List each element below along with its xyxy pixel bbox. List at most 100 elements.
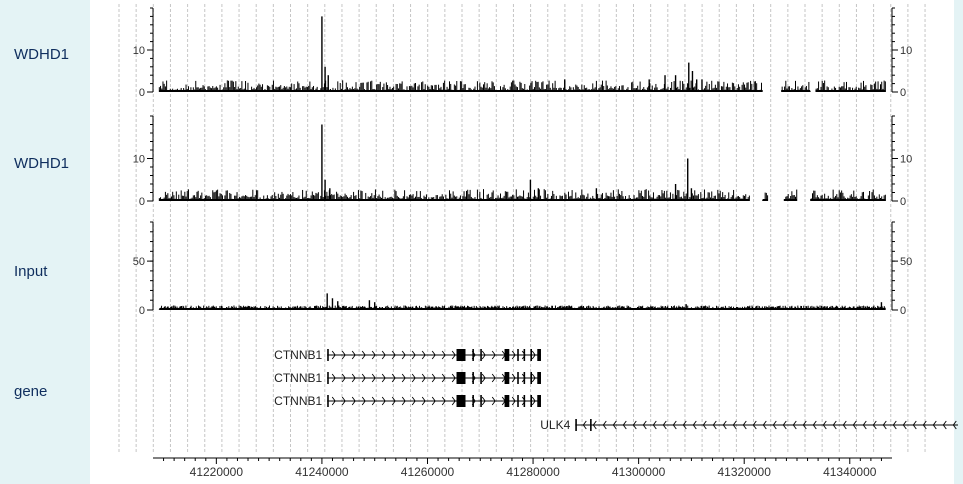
- strand-arrow: [692, 420, 697, 430]
- gene-name-label: CTNNB1: [274, 348, 322, 362]
- strand-arrow: [612, 420, 617, 430]
- strand-arrow: [491, 373, 496, 383]
- strand-arrow: [822, 420, 827, 430]
- strand-arrow: [752, 420, 757, 430]
- strand-arrow: [371, 350, 376, 360]
- strand-arrow: [351, 396, 356, 406]
- exon-block: [537, 349, 541, 361]
- strand-arrow: [762, 420, 767, 430]
- track-1: 0 0 10 10: [133, 115, 912, 208]
- exon-block: [517, 372, 519, 384]
- x-tick-label: 41220000: [190, 465, 244, 479]
- track-label-gene: gene: [14, 383, 48, 400]
- y-tick-label-left: 50: [133, 256, 145, 268]
- strand-arrow: [682, 420, 687, 430]
- track-2: 0 0 50 50: [133, 221, 912, 317]
- strand-arrow: [331, 396, 336, 406]
- exon-block: [327, 372, 329, 384]
- strand-arrow: [381, 373, 386, 383]
- strand-arrow: [912, 420, 917, 430]
- track-label-panel: WDHD1 WDHD1 Input gene: [0, 0, 90, 484]
- gene-model: CTNNB1: [274, 348, 541, 362]
- gene-track: CTNNB1 CTNNB1 CTNNB1 ULK4: [274, 348, 958, 432]
- exon-block: [504, 372, 510, 384]
- strand-arrow: [441, 396, 446, 406]
- strand-arrow: [371, 373, 376, 383]
- strand-arrow: [531, 373, 536, 383]
- strand-arrow: [451, 396, 456, 406]
- strand-arrow: [401, 350, 406, 360]
- strand-arrow: [511, 373, 516, 383]
- strand-arrow: [351, 373, 356, 383]
- y-tick-label-right: 0: [900, 196, 906, 208]
- strand-arrow: [491, 350, 496, 360]
- strand-arrow: [832, 420, 837, 430]
- exon-block: [456, 395, 466, 407]
- y-tick-label-left: 10: [133, 45, 145, 57]
- strand-arrow: [531, 350, 536, 360]
- x-tick-label: 41320000: [718, 465, 772, 479]
- exon-block: [504, 349, 510, 361]
- strand-arrow: [712, 420, 717, 430]
- strand-arrow: [862, 420, 867, 430]
- exon-block: [472, 395, 474, 407]
- strand-arrow: [421, 373, 426, 383]
- strand-arrow: [622, 420, 627, 430]
- exon-block: [456, 372, 466, 384]
- track-label-input: Input: [14, 263, 48, 280]
- exon-block: [456, 349, 466, 361]
- strand-arrow: [772, 420, 777, 430]
- strand-arrow: [952, 420, 957, 430]
- strand-arrow: [441, 373, 446, 383]
- track-0: 0 0 10 10: [133, 7, 912, 99]
- strand-arrow: [481, 373, 486, 383]
- strand-arrow: [632, 420, 637, 430]
- exon-block: [504, 395, 510, 407]
- exon-block: [480, 349, 482, 361]
- strand-arrow: [411, 350, 416, 360]
- strand-arrow: [381, 396, 386, 406]
- track-label-wdhd1-2: WDHD1: [14, 155, 69, 172]
- strand-arrow: [481, 350, 486, 360]
- grid-lines: [118, 4, 926, 452]
- exon-block: [530, 372, 533, 384]
- gene-model: ULK4: [540, 418, 958, 432]
- x-tick-label: 41260000: [401, 465, 455, 479]
- strand-arrow: [331, 350, 336, 360]
- y-tick-label-left: 10: [133, 154, 145, 166]
- strand-arrow: [401, 396, 406, 406]
- strand-arrow: [802, 420, 807, 430]
- x-tick-label: 41340000: [823, 465, 877, 479]
- strand-arrow: [742, 420, 747, 430]
- strand-arrow: [872, 420, 877, 430]
- x-tick-label: 41280000: [506, 465, 560, 479]
- exon-block: [523, 395, 526, 407]
- strand-arrow: [662, 420, 667, 430]
- strand-arrow: [411, 396, 416, 406]
- strand-arrow: [391, 373, 396, 383]
- strand-arrow: [582, 420, 587, 430]
- exon-block: [590, 419, 592, 431]
- strand-arrow: [702, 420, 707, 430]
- strand-arrow: [732, 420, 737, 430]
- gene-name-label: CTNNB1: [274, 371, 322, 385]
- strand-arrow: [431, 350, 436, 360]
- exon-block: [575, 419, 577, 431]
- strand-arrow: [892, 420, 897, 430]
- y-tick-label-left: 0: [139, 87, 145, 99]
- strand-arrow: [521, 396, 526, 406]
- strand-arrow: [672, 420, 677, 430]
- strand-arrow: [431, 396, 436, 406]
- strand-arrow: [421, 350, 426, 360]
- exon-block: [480, 395, 482, 407]
- strand-arrow: [451, 373, 456, 383]
- exon-block: [530, 349, 533, 361]
- exon-block: [537, 395, 541, 407]
- strand-arrow: [882, 420, 887, 430]
- strand-arrow: [401, 373, 406, 383]
- strand-arrow: [331, 373, 336, 383]
- gene-name-label: CTNNB1: [274, 394, 322, 408]
- track-label-wdhd1-1: WDHD1: [14, 46, 69, 63]
